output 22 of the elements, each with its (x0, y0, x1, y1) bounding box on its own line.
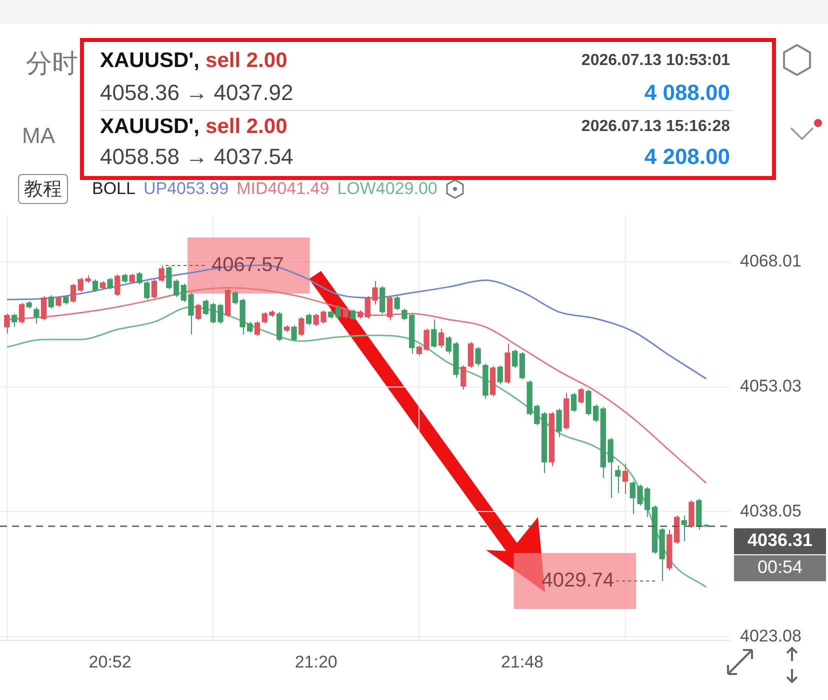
trade-popup: XAUUSD', sell 2.00 2026.07.13 10:53:01 4058.36 → 4037.92 4 088.00 XAUUSD', sell 2.00 2026.07.13 15:16:28 4058.58 → 4037.54 4 208.00 (80, 38, 776, 180)
y-tick-label: 4068.01 (740, 252, 802, 271)
text: MA (22, 123, 55, 149)
text: MID4041.49 (236, 179, 330, 199)
y-tick-label: 4053.03 (740, 376, 802, 396)
x-tick-label: 20:52 (88, 652, 132, 672)
text: LOW4029.00 (337, 179, 438, 199)
y-tick-label: 4038.05 (740, 501, 802, 520)
x-tick-label: 21:48 (500, 652, 544, 672)
text: 00:54 (757, 557, 803, 578)
legend-title: BOLL (92, 179, 136, 199)
y-tick-label: 4023.08 (740, 626, 802, 646)
candlestick (4, 313, 10, 334)
candlestick (26, 300, 32, 310)
candlestick (342, 307, 348, 320)
text: 分时 (26, 47, 78, 80)
text: 教程 (18, 174, 68, 204)
x-tick-label: 21:20 (294, 652, 338, 672)
text: UP4053.99 (143, 179, 229, 199)
ref-line-label: 4036.31 (747, 530, 813, 550)
candlestick (291, 324, 297, 342)
candlestick (34, 306, 40, 324)
